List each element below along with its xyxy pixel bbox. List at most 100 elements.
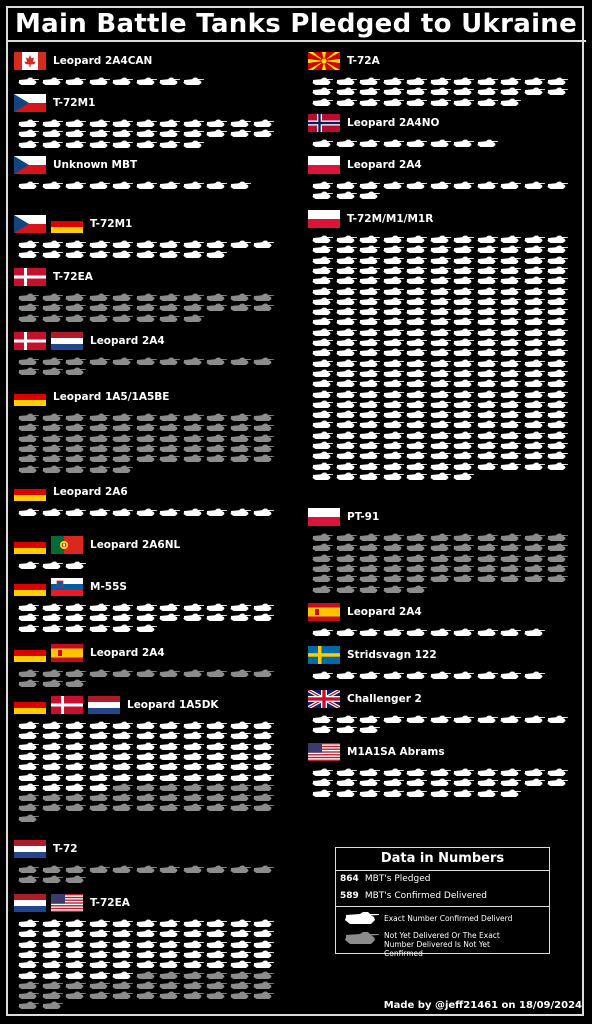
- summary-divider: [336, 906, 549, 907]
- tank-icon: [18, 971, 40, 979]
- tank-icon: [383, 256, 405, 264]
- group-header: Leopard 2A4: [308, 601, 584, 623]
- tank-icon: [430, 235, 452, 243]
- tank-icon: [159, 434, 181, 442]
- tank-icon: [500, 338, 522, 346]
- tank-icon: [430, 338, 452, 346]
- tank-icon: [136, 508, 158, 516]
- group-label: M-55S: [90, 581, 127, 593]
- tank-icon: [406, 400, 428, 408]
- tank-icon: [159, 971, 181, 979]
- tank-icon: [383, 287, 405, 295]
- tank-icon: [65, 875, 87, 884]
- tank-icon: [159, 991, 181, 1000]
- tank-icon: [18, 731, 40, 740]
- tank-icon: [430, 287, 452, 295]
- tank-icon: [183, 981, 205, 989]
- tank-icon: [406, 317, 428, 326]
- tank-icon: [18, 919, 40, 927]
- tank-icon: [359, 628, 381, 636]
- tank-icon: [18, 293, 40, 301]
- tank-group: Leopard 2A6: [14, 481, 294, 516]
- tank-icon: [524, 400, 546, 408]
- tank-icon: [383, 379, 405, 388]
- tank-icon: [18, 434, 40, 442]
- tank-icon: [18, 875, 40, 884]
- tank-icon: [42, 613, 64, 622]
- tank-icon: [359, 287, 381, 295]
- tank-icon: [453, 245, 475, 254]
- tank-icon: [136, 783, 158, 791]
- tank-icon: [136, 77, 158, 85]
- tank-icon: [206, 783, 228, 791]
- group-header: Leopard 1A5/1A5BE: [14, 386, 294, 408]
- tank-icon: [159, 250, 181, 259]
- tank-icon: [65, 773, 87, 781]
- tank-icon: [406, 181, 428, 189]
- tank-icon: [183, 929, 205, 938]
- tank-icon: [547, 715, 569, 723]
- tank-icon: [112, 129, 134, 138]
- tank-icon: [430, 181, 452, 189]
- tank-icon: [159, 752, 181, 760]
- tank-icon: [183, 454, 205, 463]
- tank-group: T-72M1: [14, 92, 294, 148]
- tank-icon: [359, 715, 381, 723]
- tank-icon: [359, 441, 381, 449]
- tank-icon: [500, 533, 522, 541]
- tank-icon: [159, 731, 181, 740]
- tank-icon: [524, 628, 546, 636]
- tank-icon: [159, 423, 181, 432]
- tank-icon: [89, 742, 111, 750]
- tank-icon: [477, 235, 499, 243]
- tank-icon: [406, 359, 428, 367]
- tank-icon: [500, 297, 522, 305]
- tank-icon: [453, 554, 475, 562]
- tank-icon: [136, 181, 158, 189]
- tank-icon: [89, 919, 111, 927]
- tank-icon: [183, 752, 205, 760]
- tank-icon: [453, 462, 475, 470]
- tank-icon: [453, 472, 475, 480]
- tank-icon: [136, 314, 158, 322]
- flag-czechia-icon: [14, 215, 46, 233]
- tank-icon: [477, 441, 499, 449]
- tank-icon: [524, 235, 546, 243]
- group-label: Leopard 2A6: [53, 486, 128, 498]
- tank-icon: [18, 508, 40, 516]
- tank-icon: [253, 731, 275, 740]
- flag-germany-icon: [51, 215, 83, 233]
- tank-icon: [383, 139, 405, 147]
- tank-icon: [206, 303, 228, 312]
- tank-icon: [42, 561, 64, 569]
- tank-icon: [500, 256, 522, 264]
- tank-icon: [312, 77, 334, 85]
- group-label: Leopard 2A4: [347, 159, 422, 171]
- tank-icon: [430, 628, 452, 636]
- tank-icon: [406, 379, 428, 388]
- tank-icon: [230, 119, 252, 127]
- tank-icon: [136, 762, 158, 771]
- legend-confirmed: Exact Number Confirmed Deliverd: [344, 911, 512, 925]
- tank-icon: [406, 472, 428, 480]
- tank-icon: [312, 715, 334, 723]
- tank-icon: [183, 960, 205, 969]
- tank-icon: [42, 624, 64, 632]
- tank-icon: [112, 413, 134, 421]
- tank-icon: [359, 585, 381, 593]
- tank-icon: [383, 585, 405, 593]
- tank-icon: [453, 420, 475, 429]
- tank-icon: [206, 669, 228, 677]
- tank-icon: [383, 369, 405, 377]
- tank-icon: [524, 338, 546, 346]
- tank-icon: [453, 768, 475, 776]
- tank-icon: [336, 431, 358, 439]
- flag-spain-icon: [308, 603, 340, 621]
- tank-icon: [312, 472, 334, 480]
- tank-icon: [477, 276, 499, 285]
- tank-icon: [383, 348, 405, 357]
- tank-icon: [477, 256, 499, 264]
- group-header: T-72M1: [14, 213, 294, 235]
- tank-icon: [500, 410, 522, 419]
- tank-icon: [159, 981, 181, 989]
